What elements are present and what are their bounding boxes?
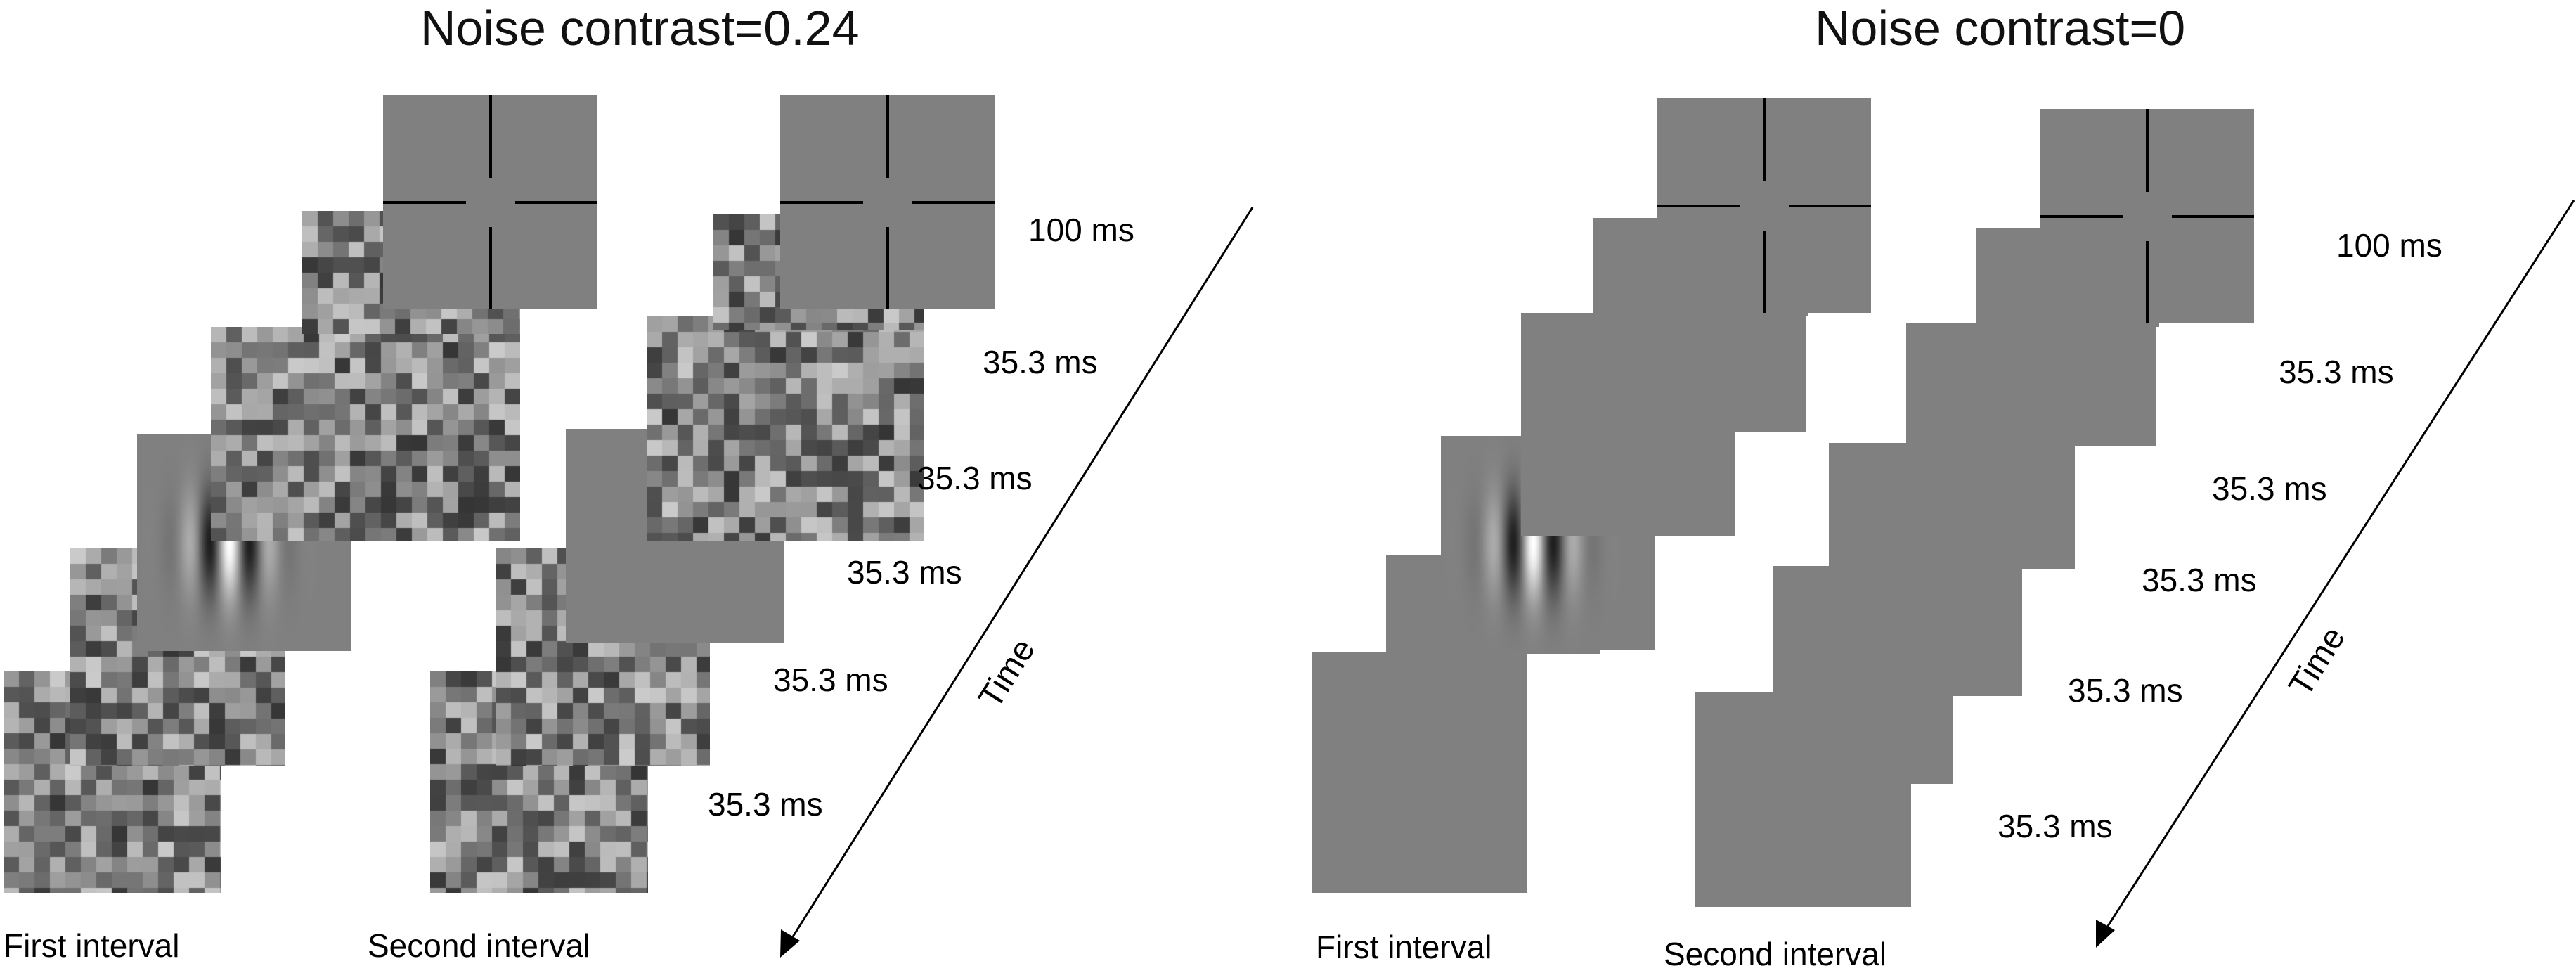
fixation-arm-right [514, 200, 597, 204]
fixation-arm-left [383, 200, 466, 204]
first-interval-label: First interval [1316, 929, 1492, 965]
blank-frame [1695, 784, 1911, 907]
fixation-arm-right [1788, 204, 1871, 207]
duration-label: 35.3 ms [1998, 808, 2113, 844]
duration-label: 35.3 ms [708, 786, 823, 823]
duration-label: 35.3 ms [847, 554, 962, 591]
duration-label: 35.3 ms [917, 460, 1033, 496]
first-interval-label: First interval [4, 927, 180, 964]
duration-label: 35.3 ms [2279, 354, 2394, 390]
fixation-arm-bottom [1762, 230, 1766, 313]
blank-frame [1773, 566, 2022, 696]
duration-label: 35.3 ms [2068, 672, 2183, 709]
duration-label: 100 ms [1028, 212, 1134, 248]
fixation-arm-left [1657, 204, 1740, 207]
panel-noise-024: Noise contrast=0.24 100 ms 35.3 ms 35.3 … [0, 0, 1288, 970]
time-label: Time [2281, 620, 2353, 703]
fixation-arm-left [2040, 214, 2123, 218]
duration-label: 35.3 ms [983, 344, 1098, 380]
fixation-frame [1657, 98, 1871, 313]
fixation-arm-right [2171, 214, 2254, 218]
panel-noise-0: Noise contrast=0 100 ms 35.3 ms 35.3 ms … [1288, 0, 2575, 972]
duration-label: 100 ms [2336, 227, 2442, 264]
noise-frame [647, 316, 924, 541]
panel-title: Noise contrast=0 [1815, 1, 2186, 56]
blank-frame [1312, 652, 1527, 772]
duration-label: 35.3 ms [773, 662, 888, 698]
noise-frame [211, 327, 520, 541]
blank-frame [1829, 443, 2075, 569]
second-interval-label: Second interval [368, 927, 591, 964]
panel-title: Noise contrast=0.24 [420, 1, 860, 56]
fixation-frame [383, 95, 597, 309]
second-interval-label: Second interval [1664, 936, 1887, 972]
fixation-frame [2040, 109, 2254, 323]
fixation-arm-bottom [488, 226, 492, 309]
blank-frame [1521, 432, 1735, 536]
fixation-arm-top [886, 95, 889, 178]
fixation-arm-bottom [2145, 240, 2149, 323]
fixation-frame [780, 95, 995, 309]
fixation-arm-right [912, 200, 995, 204]
blank-frame [1521, 313, 1806, 432]
time-label: Time [971, 632, 1043, 715]
fixation-arm-top [1762, 98, 1766, 181]
blank-frame [1906, 323, 2156, 446]
blank-frame [1312, 770, 1527, 893]
fixation-arm-top [2145, 109, 2149, 192]
fixation-arm-top [488, 95, 492, 178]
fixation-arm-left [780, 200, 863, 204]
duration-label: 35.3 ms [2212, 470, 2327, 507]
blank-frame [1695, 692, 1953, 784]
duration-label: 35.3 ms [2142, 562, 2257, 598]
fixation-arm-bottom [886, 226, 889, 309]
